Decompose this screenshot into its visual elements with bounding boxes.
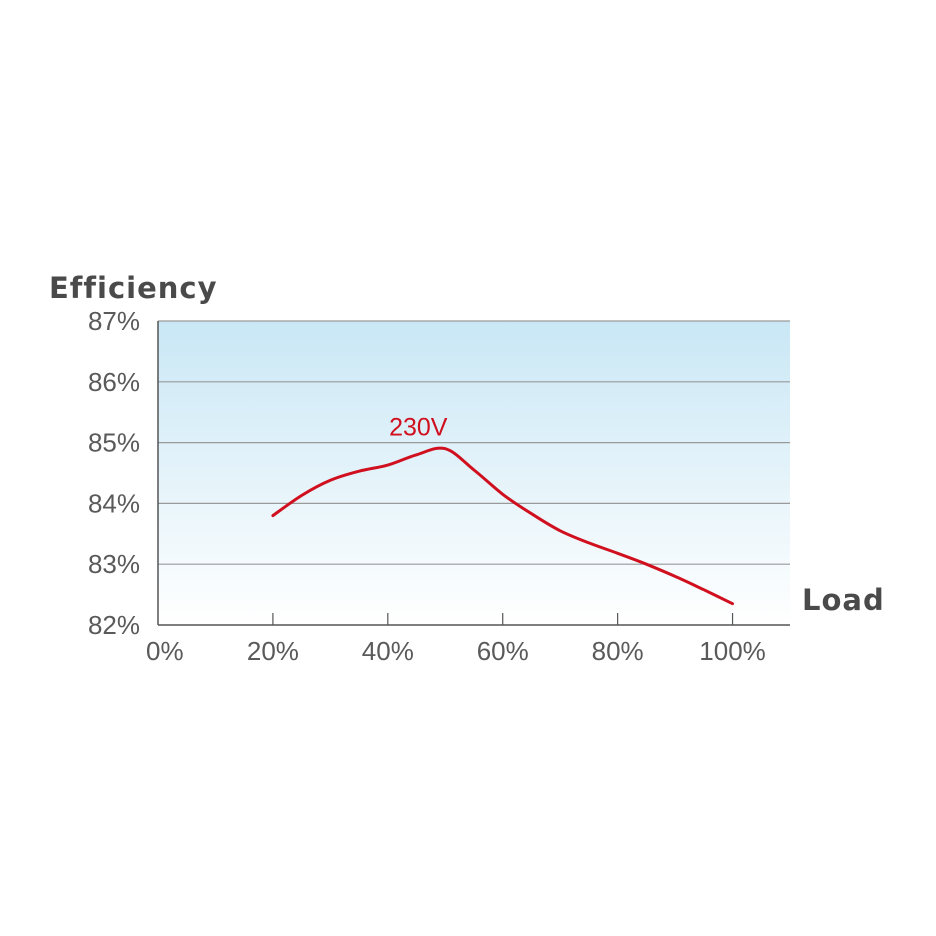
y-tick-labels: 82% 83% 84% 85% 86% 87% — [88, 306, 140, 640]
series-label: 230V — [389, 414, 448, 442]
series-lines: 230V — [271, 414, 734, 606]
plot-background — [158, 321, 790, 625]
x-tick-label: 0% — [146, 636, 184, 666]
y-tick-label: 82% — [88, 610, 140, 640]
y-tick-label: 84% — [88, 488, 140, 518]
gridlines — [158, 320, 790, 565]
y-tick-label: 86% — [88, 367, 140, 397]
x-tick-label: 60% — [477, 636, 529, 666]
x-axis-title: Load — [802, 583, 885, 617]
axes — [157, 321, 790, 626]
x-tick-labels: 0% 20% 40% 60% 80% 100% — [146, 636, 766, 666]
x-tick-label: 40% — [362, 636, 414, 666]
y-tick-label: 87% — [88, 306, 140, 336]
x-tick-label: 20% — [247, 636, 299, 666]
x-tick-label: 100% — [699, 636, 766, 666]
x-tick-label: 80% — [592, 636, 644, 666]
series-line-230v — [271, 446, 734, 606]
y-tick-label: 83% — [88, 549, 140, 579]
y-tick-label: 85% — [88, 428, 140, 458]
y-axis-title: Efficiency — [49, 271, 218, 305]
